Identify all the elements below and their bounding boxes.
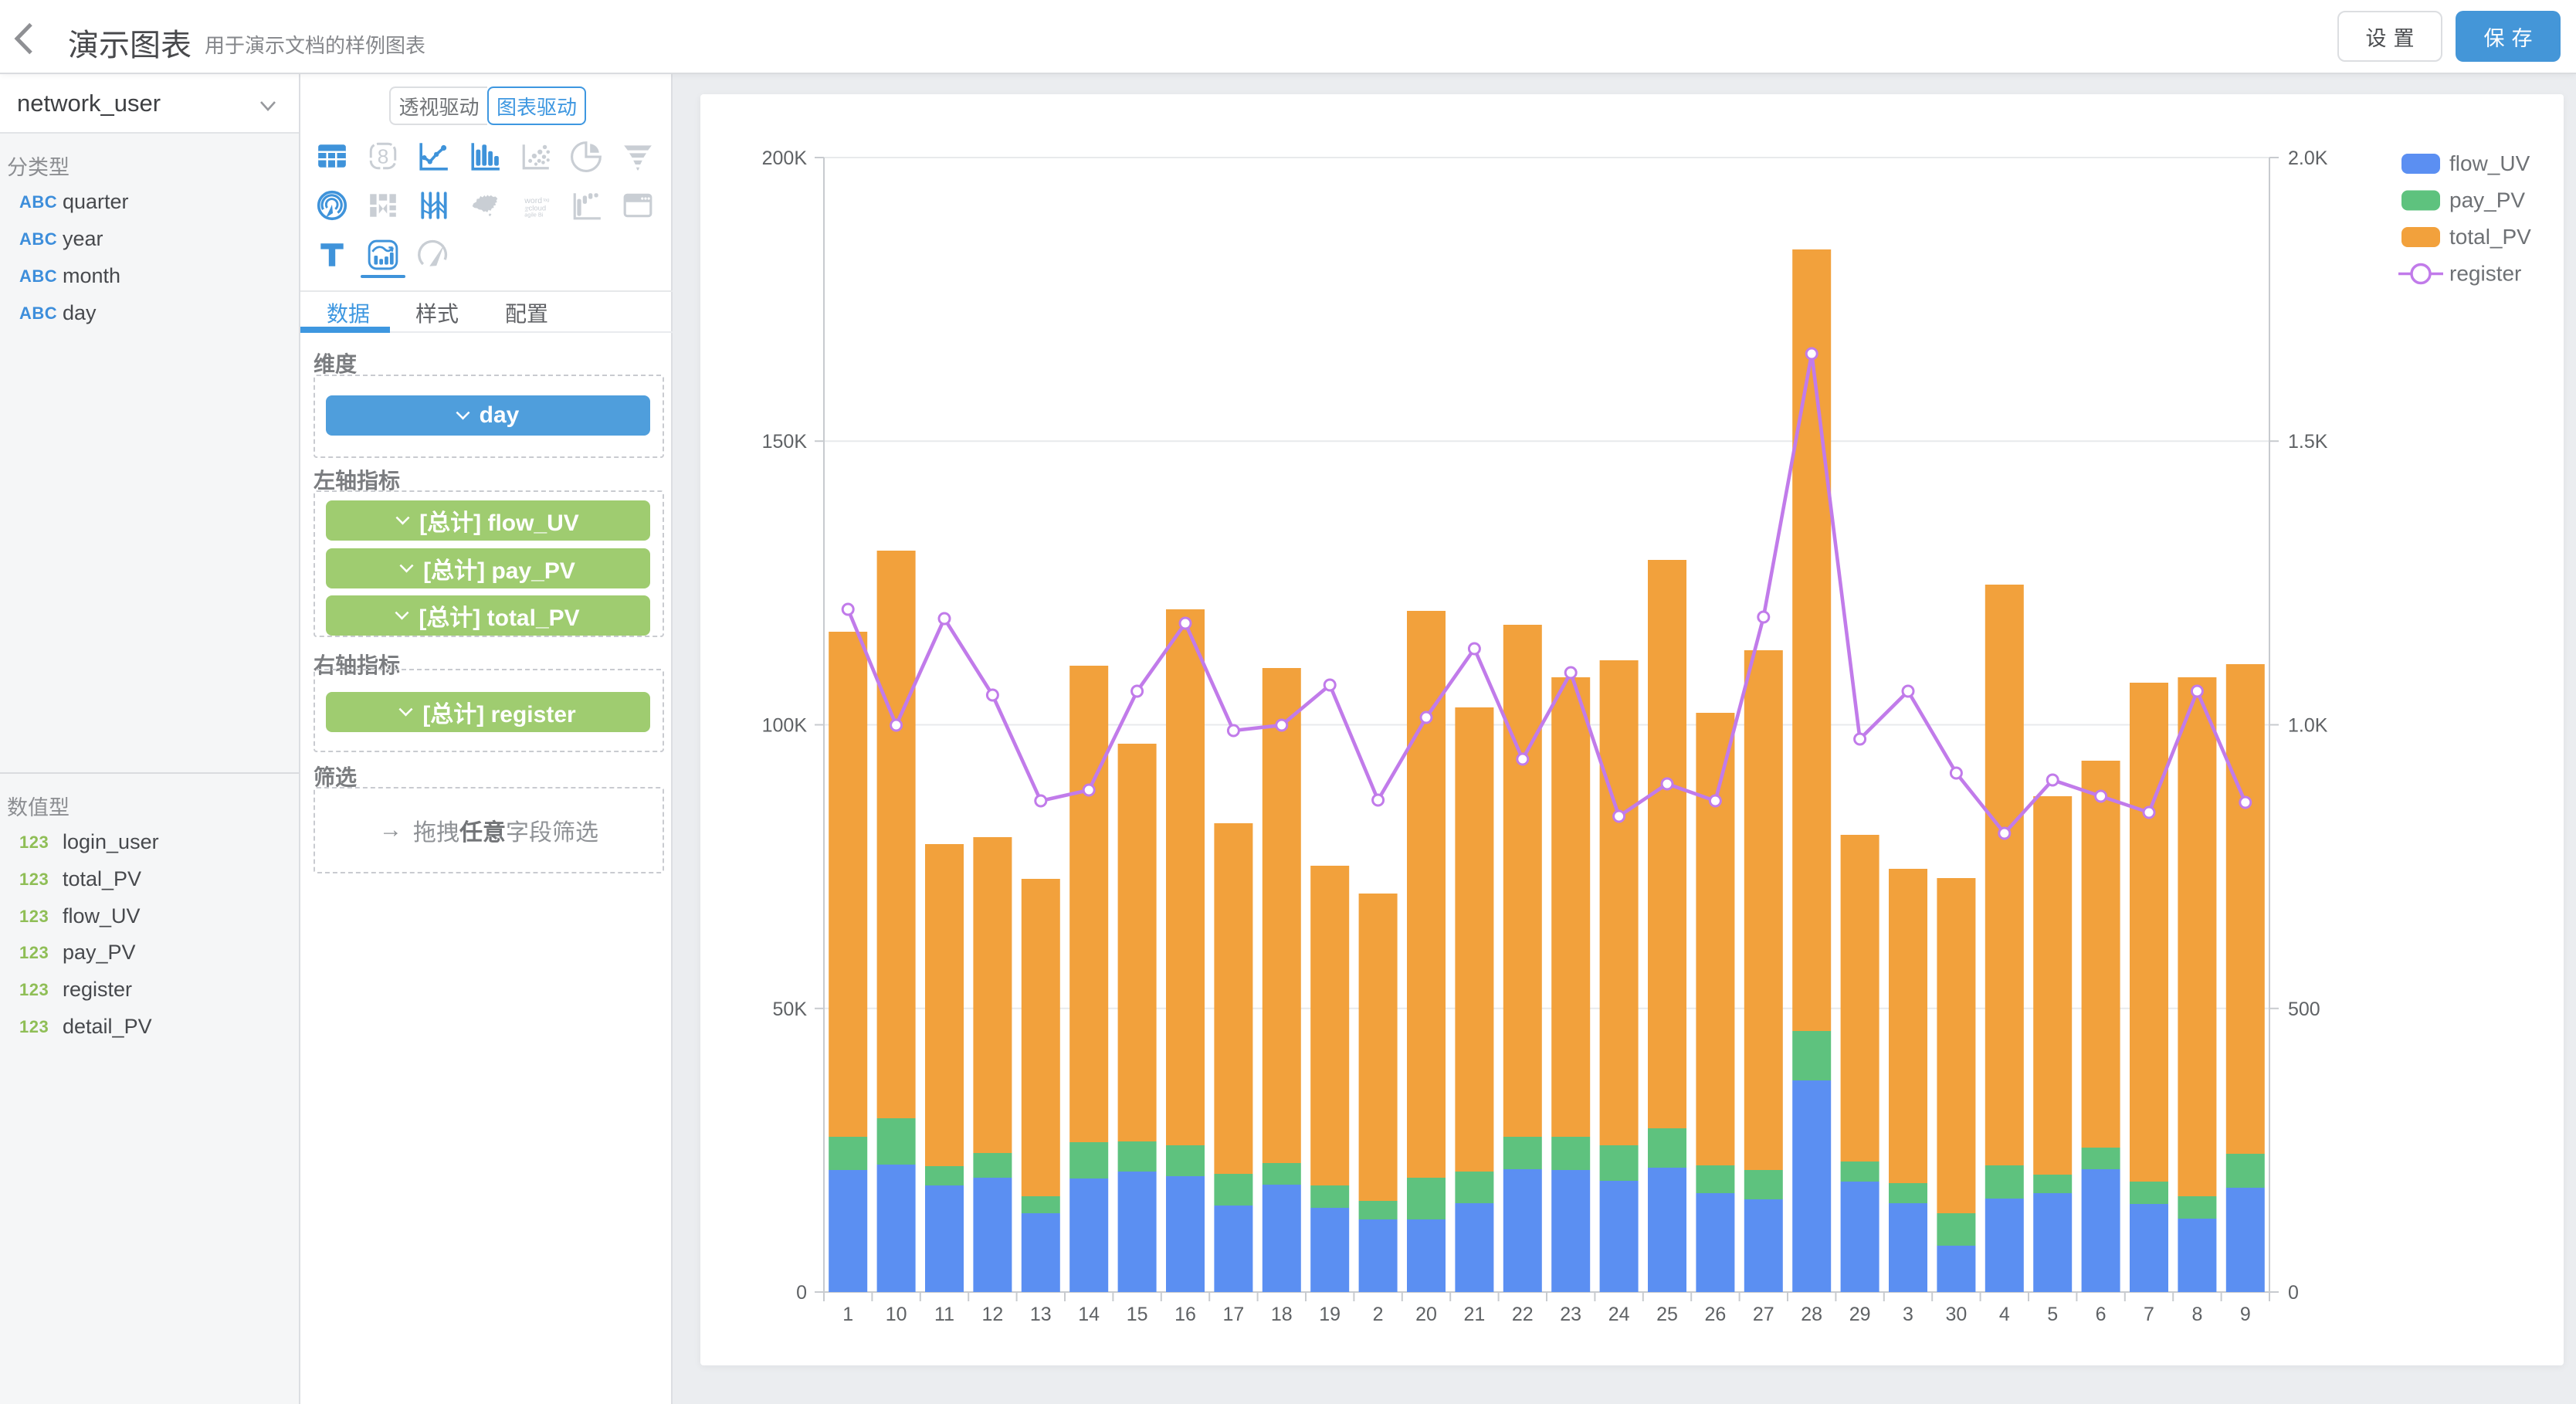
svg-text:word: word	[524, 196, 542, 205]
svg-text:1: 1	[842, 1304, 853, 1325]
svg-text:8: 8	[378, 144, 389, 168]
svg-text:0: 0	[2288, 1282, 2299, 1304]
svg-text:14: 14	[1078, 1304, 1100, 1325]
svg-text:cloud: cloud	[529, 204, 547, 212]
svg-text:1.0K: 1.0K	[2288, 715, 2328, 737]
svg-text:6: 6	[2096, 1304, 2107, 1325]
svg-text:agile Bi: agile Bi	[524, 212, 543, 219]
svg-text:2: 2	[1373, 1304, 1384, 1325]
svg-text:12: 12	[981, 1304, 1003, 1325]
svg-text:11: 11	[934, 1304, 954, 1325]
svg-text:28: 28	[1801, 1304, 1822, 1325]
svg-text:10: 10	[886, 1304, 907, 1325]
svg-text:500: 500	[2288, 999, 2320, 1020]
svg-text:200K: 200K	[762, 148, 808, 169]
svg-text:29: 29	[1849, 1304, 1871, 1325]
svg-text:7: 7	[2144, 1304, 2154, 1325]
svg-text:1.5K: 1.5K	[2288, 431, 2328, 453]
svg-text:25: 25	[1656, 1304, 1678, 1325]
svg-text:tag: tag	[543, 198, 549, 203]
svg-text:register: register	[2449, 262, 2521, 286]
svg-text:3: 3	[1903, 1304, 1913, 1325]
svg-text:9: 9	[2240, 1304, 2251, 1325]
svg-text:27: 27	[1753, 1304, 1774, 1325]
svg-text:16: 16	[1174, 1304, 1196, 1325]
svg-text:15: 15	[1127, 1304, 1148, 1325]
svg-text:21: 21	[1463, 1304, 1485, 1325]
svg-text:2.0K: 2.0K	[2288, 148, 2328, 169]
svg-text:0: 0	[796, 1282, 807, 1304]
svg-text:big: big	[525, 206, 530, 212]
svg-text:pay_PV: pay_PV	[2449, 188, 2525, 212]
svg-text:20: 20	[1415, 1304, 1437, 1325]
svg-text:23: 23	[1560, 1304, 1581, 1325]
svg-text:22: 22	[1512, 1304, 1534, 1325]
svg-text:13: 13	[1030, 1304, 1052, 1325]
svg-text:26: 26	[1704, 1304, 1726, 1325]
svg-text:total_PV: total_PV	[2449, 225, 2531, 249]
svg-text:19: 19	[1319, 1304, 1341, 1325]
svg-text:17: 17	[1222, 1304, 1244, 1325]
svg-text:50K: 50K	[773, 999, 808, 1020]
svg-text:30: 30	[1945, 1304, 1967, 1325]
svg-text:18: 18	[1271, 1304, 1293, 1325]
svg-text:24: 24	[1608, 1304, 1630, 1325]
svg-text:flow_UV: flow_UV	[2449, 151, 2530, 175]
svg-text:8: 8	[2191, 1304, 2202, 1325]
svg-text:150K: 150K	[762, 431, 808, 453]
svg-text:5: 5	[2047, 1304, 2058, 1325]
svg-text:100K: 100K	[762, 715, 808, 737]
svg-text:4: 4	[1999, 1304, 2010, 1325]
